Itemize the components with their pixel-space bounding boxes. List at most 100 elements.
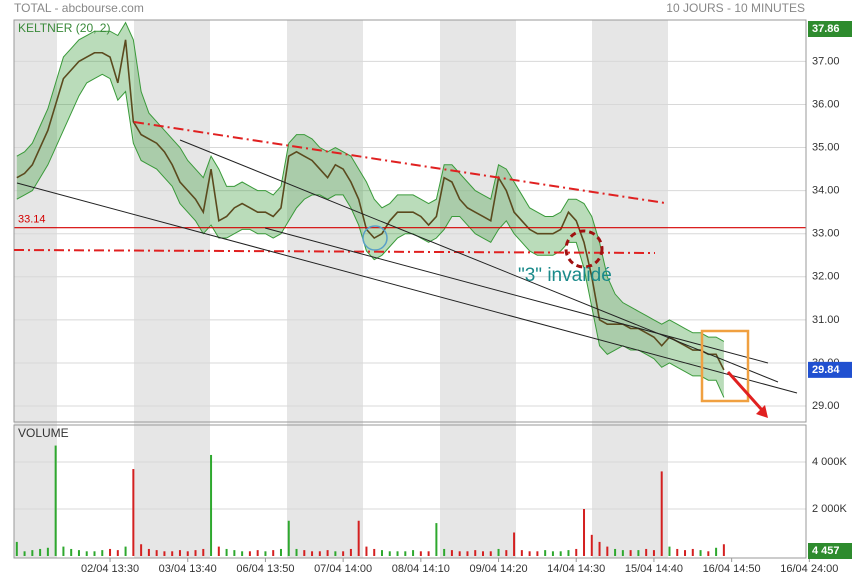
y-tick-label: 35.00: [812, 141, 840, 153]
volume-bar: [334, 551, 337, 556]
volume-bar: [54, 445, 57, 556]
x-tick-label: 09/04 14:20: [469, 563, 527, 575]
day-shading: [14, 20, 668, 558]
volume-bar: [412, 550, 415, 556]
volume-bar: [691, 548, 694, 556]
x-tick-label: 15/04 14:40: [625, 563, 683, 575]
volume-bar: [598, 541, 601, 556]
y-tick-label: 29.00: [812, 400, 840, 412]
volume-bar: [31, 550, 34, 556]
volume-bar: [155, 550, 158, 556]
volume-bar: [652, 550, 655, 556]
volume-bar: [590, 534, 593, 556]
volume-bar: [614, 548, 617, 556]
volume-bar: [116, 550, 119, 556]
volume-frame: [13, 424, 807, 559]
volume-bar: [513, 532, 516, 556]
volume-bar: [15, 541, 18, 556]
volume-bar: [163, 551, 166, 556]
volume-bar: [707, 551, 710, 556]
volume-bar: [101, 550, 104, 556]
volume-bar: [575, 548, 578, 556]
volume-bar: [295, 548, 298, 556]
volume-bar: [241, 551, 244, 556]
volume-bar: [178, 550, 181, 556]
volume-bar: [419, 551, 422, 556]
volume-bar: [124, 546, 127, 556]
volume-bar: [233, 550, 236, 556]
volume-bar: [62, 546, 65, 556]
volume-bar: [536, 551, 539, 556]
volume-bar: [528, 551, 531, 556]
volume-bar: [443, 548, 446, 556]
x-tick-label: 08/04 14:10: [392, 563, 450, 575]
x-tick-label: 16/04 14:50: [703, 563, 761, 575]
volume-bar: [342, 551, 345, 556]
keltner-lower: [16, 73, 725, 398]
volume-bar: [435, 523, 438, 556]
volume-bar: [287, 520, 290, 556]
volume-bar: [551, 551, 554, 556]
reference-label: 33.14: [18, 214, 46, 226]
keltner-upper: [16, 21, 725, 342]
volume-bar: [637, 550, 640, 556]
y-tick-label: 32.00: [812, 271, 840, 283]
volume-bar: [77, 550, 80, 556]
volume-bar: [722, 544, 725, 556]
y-tick-label: 37.00: [812, 55, 840, 67]
volume-bar: [668, 546, 671, 556]
panel-label: KELTNER (20, 2): [18, 21, 110, 35]
x-tick-label: 14/04 14:30: [547, 563, 605, 575]
y-tick-label: 36.00: [812, 98, 840, 110]
volume-bar: [388, 551, 391, 556]
y-tick-label: 2 000K: [812, 503, 848, 515]
volume-bar: [70, 548, 73, 556]
y-tick-label: 34.00: [812, 185, 840, 197]
volume-bar: [629, 550, 632, 556]
volume-bar: [46, 547, 49, 556]
volume-bar: [140, 544, 143, 556]
last-label: 29.84: [812, 364, 840, 376]
high-box: [808, 21, 852, 37]
volume-bar: [544, 550, 547, 556]
x-tick-label: 02/04 13:30: [81, 563, 139, 575]
x-tick-label: 03/04 13:40: [159, 563, 217, 575]
price-line: [16, 39, 725, 371]
volume-bar: [93, 551, 96, 556]
volume-bar: [450, 550, 453, 556]
volume-bar: [520, 550, 523, 556]
volume-bar: [373, 548, 376, 556]
volume-bar: [186, 551, 189, 556]
volume-bar: [482, 551, 484, 556]
volume-bar: [365, 546, 368, 556]
volume-bar: [715, 547, 718, 556]
volume-bar: [23, 551, 26, 556]
volume-bar: [39, 548, 42, 556]
volume-bar: [458, 551, 461, 556]
volume-bar: [264, 551, 267, 556]
volume-bar: [217, 546, 220, 556]
chart-subtitle: 10 JOURS - 10 MINUTES: [666, 1, 805, 15]
volume-bar: [225, 548, 228, 556]
volume-bar: [699, 550, 702, 556]
volume-bar: [210, 454, 213, 556]
volume-bar: [248, 551, 251, 556]
volume-last-box: [808, 543, 852, 559]
volume-bar: [357, 520, 360, 556]
volume-bar: [676, 548, 679, 556]
volume-bar: [279, 548, 282, 556]
trend-lines: [13, 121, 798, 418]
volume-bar: [466, 551, 469, 556]
volume-bar: [171, 551, 174, 556]
panel-label: VOLUME: [18, 426, 69, 440]
volume-bar: [559, 551, 562, 556]
price-frame: [13, 19, 807, 423]
volume-bar: [311, 551, 314, 556]
keltner-band: [16, 22, 724, 398]
volume-bar: [85, 551, 88, 556]
volume-bar: [489, 551, 492, 556]
last-box: [808, 361, 852, 378]
volume-bar: [303, 550, 306, 556]
volume-bar: [194, 550, 197, 556]
